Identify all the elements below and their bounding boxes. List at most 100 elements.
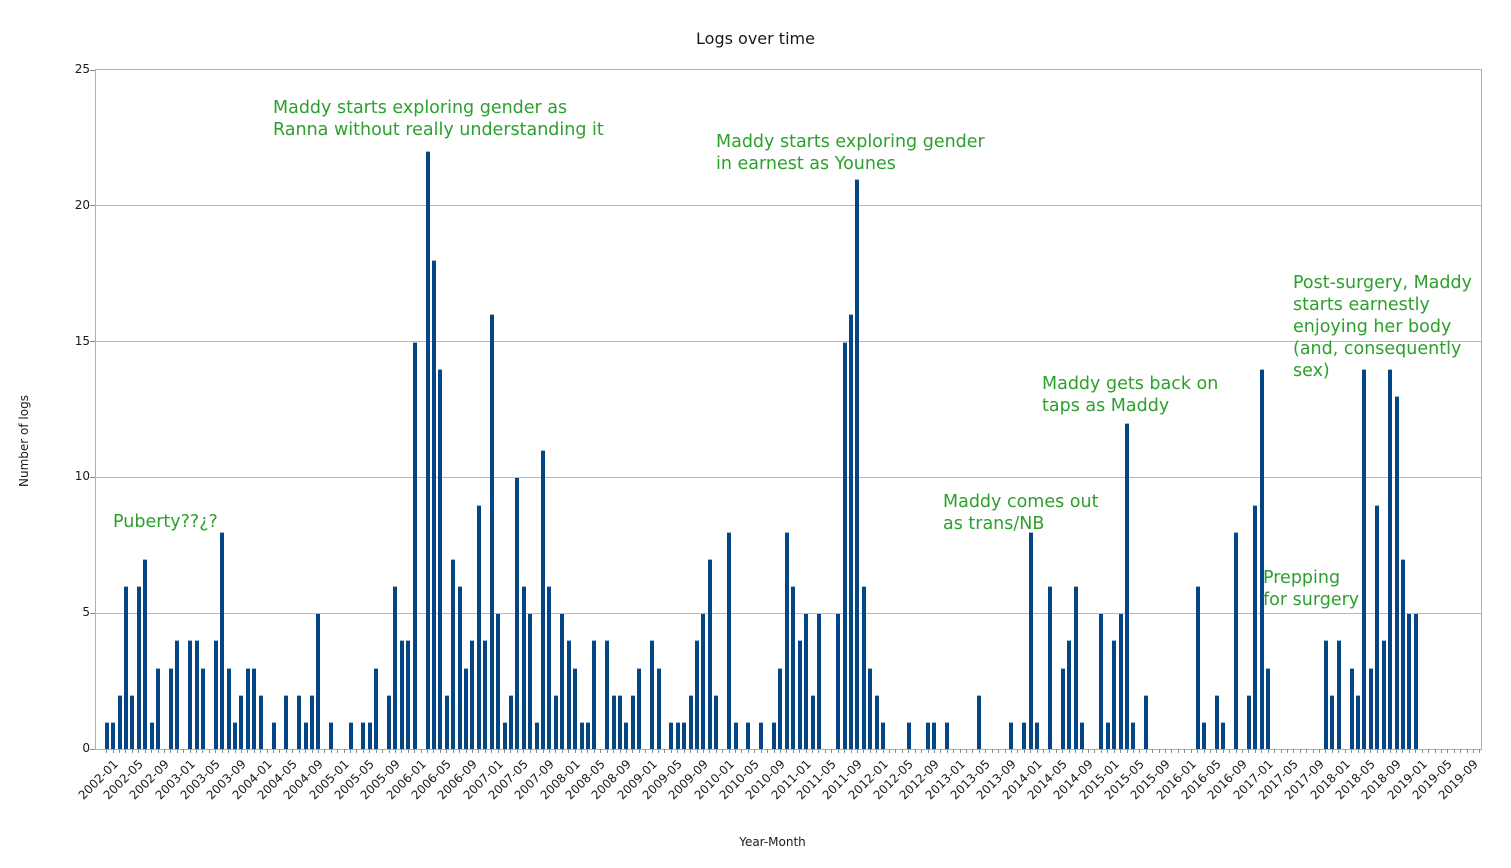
x-tick [1408,749,1410,753]
bar-2011-08 [842,341,847,749]
x-tick [1229,749,1231,753]
x-tick [202,749,204,753]
y-tick [90,341,95,343]
x-tick [767,749,769,753]
x-tick [600,749,602,753]
x-tick [1100,749,1102,753]
x-tick [196,749,198,753]
x-tick [1331,749,1333,753]
x-tick [818,749,820,753]
y-tick [90,205,95,207]
bar-2013-05 [977,694,982,749]
bar-2007-03 [502,721,507,749]
bar-2007-11 [553,694,558,749]
annotation-younes: Maddy starts exploring gender in earnest… [716,132,985,174]
bar-2016-04 [1202,721,1206,749]
bar-2010-05 [746,721,751,749]
x-tick [1274,749,1276,753]
x-tick [1088,749,1089,753]
bar-2011-11 [861,586,866,749]
x-tick [824,749,826,753]
bar-2006-12 [483,640,488,749]
bar-2007-10 [547,586,552,749]
x-tick [497,749,499,753]
bar-2004-05 [284,694,289,749]
bar-2005-07 [374,667,379,749]
bar-2002-05 [130,694,135,749]
x-tick [1453,749,1455,753]
y-tick [90,69,95,71]
x-tick [1120,749,1122,753]
bar-2018-07 [1375,504,1380,749]
bar-2010-03 [733,721,738,749]
x-tick [1325,749,1327,753]
bar-2007-09 [541,450,546,749]
bar-2018-01 [1336,640,1341,749]
gridline-y-10 [96,476,1481,478]
bar-2006-10 [470,640,475,749]
x-tick [311,749,313,753]
bar-2004-01 [258,694,263,749]
x-tick [651,749,653,753]
bar-2003-07 [220,531,225,749]
bar-2015-03 [1118,613,1123,749]
bar-2007-12 [560,613,565,749]
x-tick [625,749,627,753]
x-tick [253,749,255,753]
bar-2008-04 [585,721,590,749]
bar-2006-05 [438,368,443,749]
bar-2006-07 [451,558,456,749]
bar-2007-07 [528,613,533,749]
x-tick [593,749,595,753]
bar-2009-08 [688,694,693,749]
bar-2018-05 [1362,368,1367,749]
x-tick [1184,749,1186,753]
x-tick [709,749,711,753]
x-tick [491,749,493,753]
annotation-post-surgery: Post-surgery, Maddy starts earnestly enj… [1293,273,1472,381]
bar-2013-10 [1009,721,1014,749]
bar-2017-12 [1330,694,1335,749]
bar-2003-02 [188,640,193,749]
x-tick [1396,749,1398,753]
bar-2007-02 [496,613,501,749]
bar-2014-12 [1099,613,1104,749]
x-tick [1460,749,1462,753]
bar-2012-09 [926,721,931,749]
bar-2006-06 [444,694,449,749]
x-tick [914,749,916,753]
x-tick [1197,749,1199,753]
bar-2005-11 [399,640,404,749]
x-tick [356,749,358,753]
x-tick [1139,749,1141,753]
x-tick [420,749,422,753]
x-tick [260,749,262,753]
x-tick [998,749,1000,753]
x-tick [350,749,352,753]
bar-2003-12 [252,667,257,749]
x-tick [163,749,165,753]
bar-2015-04 [1125,423,1129,749]
bar-2008-05 [592,640,597,749]
x-tick [1383,749,1385,753]
bar-2006-01 [412,341,417,749]
bar-2009-07 [682,721,687,749]
bar-2002-04 [123,586,128,749]
x-tick [1049,749,1051,753]
x-tick [1055,749,1057,753]
bar-2014-02 [1035,721,1040,749]
x-tick [1165,749,1166,753]
bar-2015-01 [1105,721,1110,749]
bar-2010-11 [784,531,789,749]
x-tick [330,749,332,753]
x-tick [850,749,852,753]
x-tick [324,749,326,753]
bar-2002-12 [175,640,180,749]
x-tick [1242,749,1243,753]
x-tick [831,749,833,753]
x-tick [221,749,223,753]
x-tick [1190,749,1192,753]
bar-2011-03 [810,694,815,749]
bar-2014-06 [1060,667,1065,749]
